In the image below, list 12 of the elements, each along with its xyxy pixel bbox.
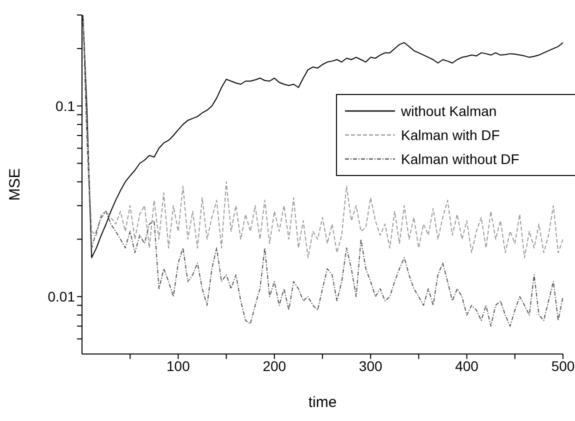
x-tick-label: 100 (166, 358, 190, 374)
y-axis-title: MSE (6, 168, 24, 201)
x-tick-label: 500 (551, 358, 575, 374)
x-tick-label: 400 (455, 358, 479, 374)
y-tick-label: 0.01 (48, 288, 76, 305)
x-tick-label: 300 (358, 358, 382, 374)
legend-label: without Kalman (401, 103, 497, 119)
x-tick-label: 200 (262, 358, 286, 374)
legend-label: Kalman with DF (401, 127, 500, 143)
legend-label: Kalman without DF (401, 151, 520, 167)
y-tick-label: 0.1 (56, 98, 76, 114)
x-axis-title: time (308, 394, 337, 411)
